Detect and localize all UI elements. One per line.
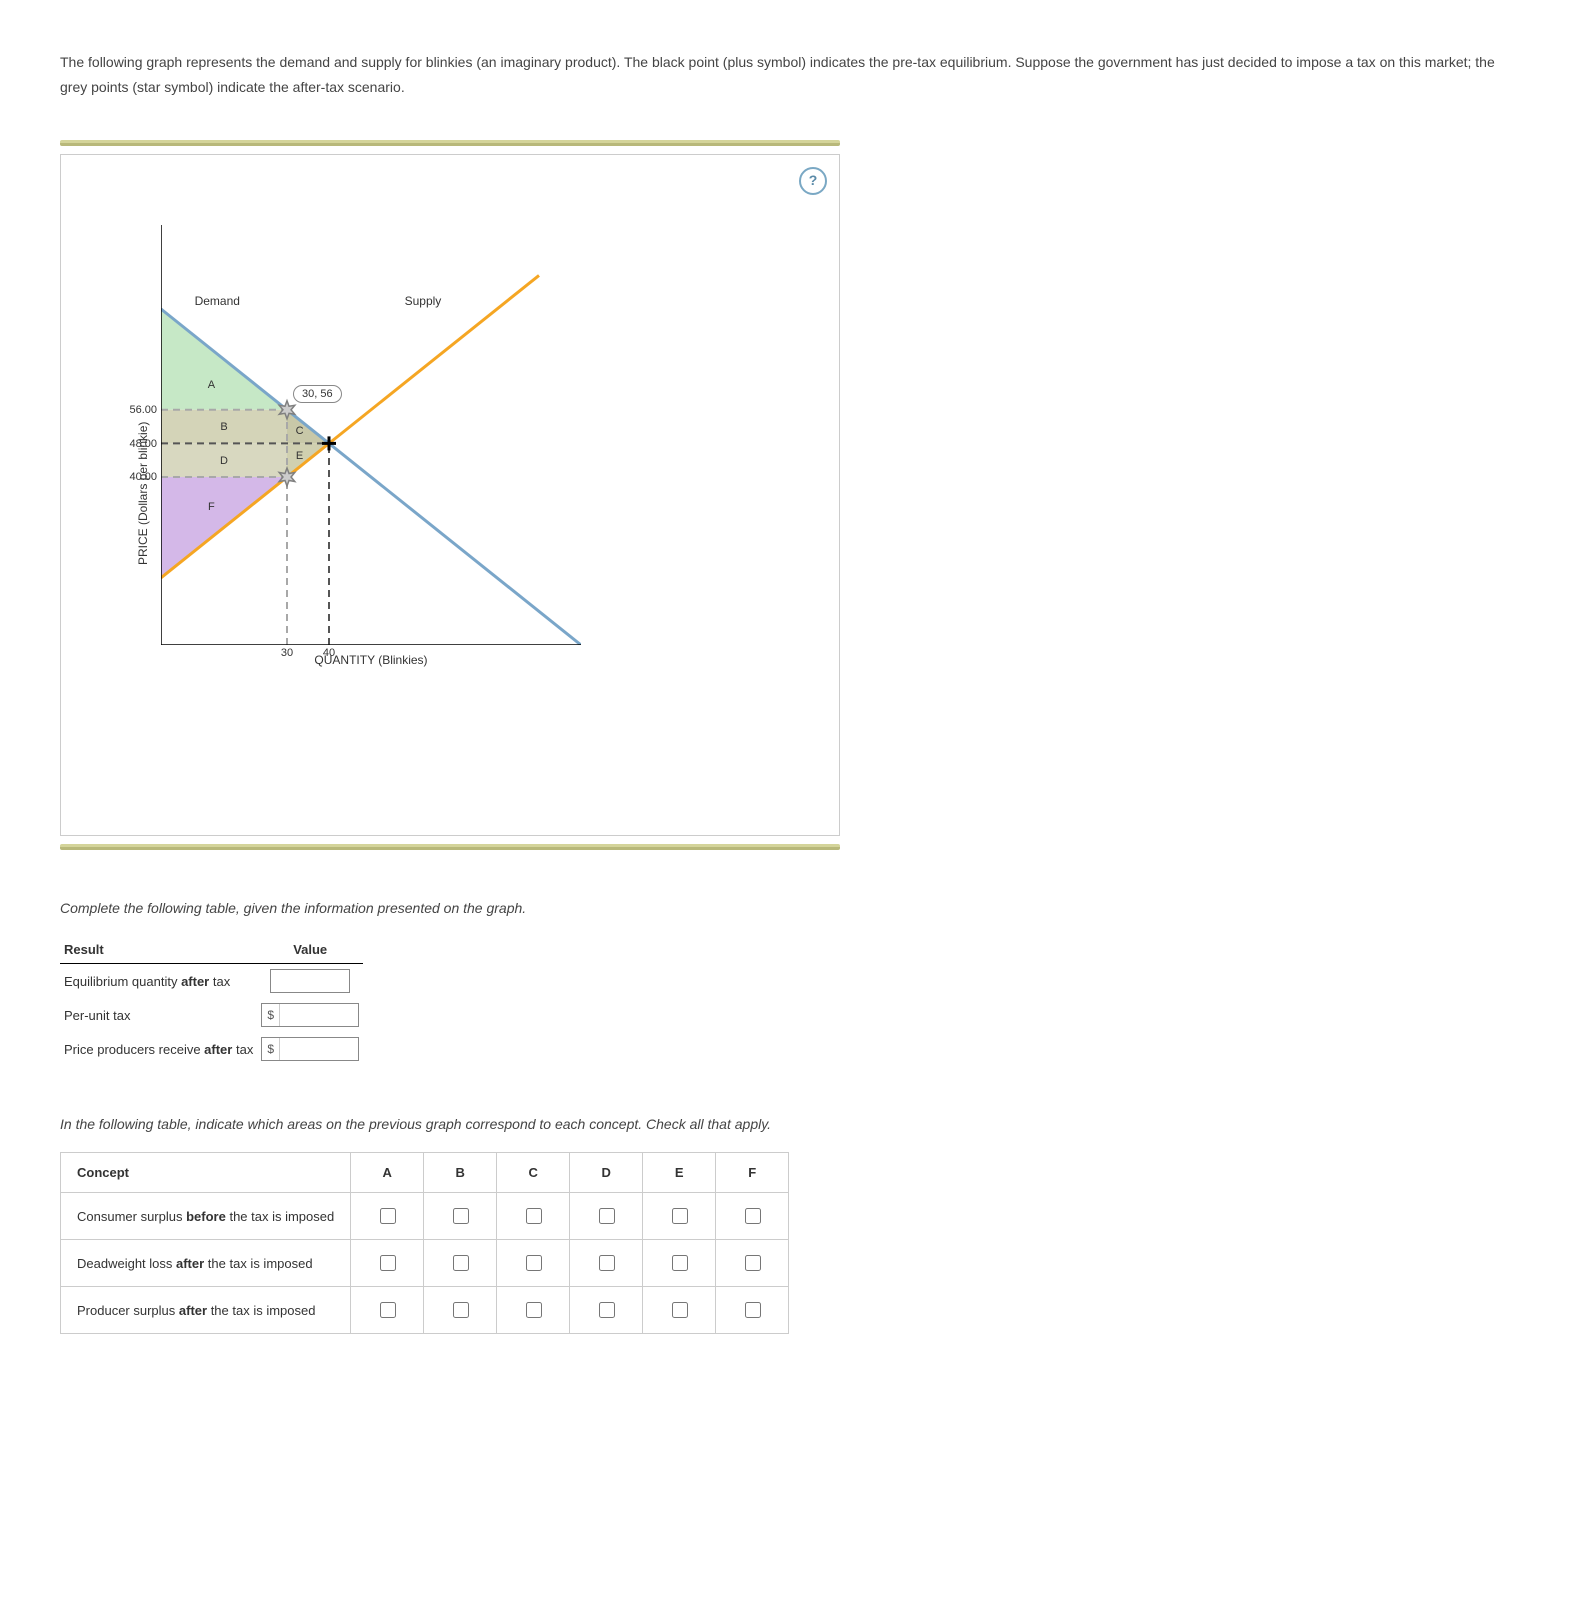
checkbox-F[interactable] [745, 1208, 761, 1224]
x-axis-label: QUANTITY (Blinkies) [161, 653, 581, 667]
col-D: D [570, 1153, 643, 1193]
col-value: Value [257, 936, 363, 964]
checkbox-A[interactable] [380, 1255, 396, 1271]
checkbox-F[interactable] [745, 1302, 761, 1318]
checkbox-C[interactable] [526, 1302, 542, 1318]
checkbox-E[interactable] [672, 1302, 688, 1318]
plot-area[interactable]: 56.0048.0040.003040ABCDEFDemandSupply30,… [161, 225, 581, 645]
table2-instruction: In the following table, indicate which a… [60, 1116, 1519, 1132]
currency-prefix: $ [262, 1004, 280, 1026]
checkbox-B[interactable] [453, 1255, 469, 1271]
region-label-E: E [296, 450, 303, 462]
value-table: Result Value Equilibrium quantity after … [60, 936, 363, 1066]
col-A: A [351, 1153, 424, 1193]
value-input[interactable] [280, 1005, 358, 1025]
row-label: Equilibrium quantity after tax [60, 964, 257, 999]
region-label-C: C [296, 425, 304, 437]
col-C: C [497, 1153, 570, 1193]
col-E: E [643, 1153, 716, 1193]
concept-label: Producer surplus after the tax is impose… [61, 1287, 351, 1334]
checkbox-E[interactable] [672, 1208, 688, 1224]
value-row: Price producers receive after tax$ [60, 1032, 363, 1066]
concept-label: Consumer surplus before the tax is impos… [61, 1193, 351, 1240]
divider-top [60, 140, 840, 146]
graph-container: ? PRICE (Dollars per blinkie) 56.0048.00… [60, 140, 840, 850]
checkbox-F[interactable] [745, 1255, 761, 1271]
concept-row: Consumer surplus before the tax is impos… [61, 1193, 789, 1240]
y-tick: 48.00 [129, 438, 157, 450]
x-tick: 40 [323, 647, 335, 659]
y-tick: 40.00 [129, 471, 157, 483]
concept-row: Producer surplus after the tax is impose… [61, 1287, 789, 1334]
value-input[interactable] [280, 1039, 358, 1059]
intro-text: The following graph represents the deman… [60, 50, 1519, 100]
help-button[interactable]: ? [799, 167, 827, 195]
y-tick: 56.00 [129, 404, 157, 416]
col-B: B [424, 1153, 497, 1193]
col-result: Result [60, 936, 257, 964]
checkbox-D[interactable] [599, 1255, 615, 1271]
currency-prefix: $ [262, 1038, 280, 1060]
region-label-D: D [220, 455, 228, 467]
chart: PRICE (Dollars per blinkie) 56.0048.0040… [121, 225, 581, 667]
checkbox-B[interactable] [453, 1302, 469, 1318]
col-concept: Concept [61, 1153, 351, 1193]
supply-label: Supply [405, 294, 442, 308]
value-row: Equilibrium quantity after tax [60, 964, 363, 999]
checkbox-C[interactable] [526, 1208, 542, 1224]
demand-label: Demand [195, 294, 240, 308]
graph-panel: ? PRICE (Dollars per blinkie) 56.0048.00… [60, 154, 840, 836]
concept-label: Deadweight loss after the tax is imposed [61, 1240, 351, 1287]
region-label-A: A [208, 379, 215, 391]
col-F: F [716, 1153, 789, 1193]
checkbox-E[interactable] [672, 1255, 688, 1271]
point-tooltip: 30, 56 [293, 385, 342, 403]
checkbox-D[interactable] [599, 1302, 615, 1318]
region-label-B: B [220, 421, 227, 433]
value-input[interactable] [271, 971, 349, 991]
checkbox-A[interactable] [380, 1208, 396, 1224]
region-label-F: F [208, 501, 215, 513]
checkbox-C[interactable] [526, 1255, 542, 1271]
row-label: Price producers receive after tax [60, 1032, 257, 1066]
checkbox-B[interactable] [453, 1208, 469, 1224]
x-tick: 30 [281, 647, 293, 659]
divider-bottom [60, 844, 840, 850]
row-label: Per-unit tax [60, 998, 257, 1032]
table1-instruction: Complete the following table, given the … [60, 900, 1519, 916]
checkbox-D[interactable] [599, 1208, 615, 1224]
concept-table: ConceptABCDEF Consumer surplus before th… [60, 1152, 789, 1334]
checkbox-A[interactable] [380, 1302, 396, 1318]
concept-row: Deadweight loss after the tax is imposed [61, 1240, 789, 1287]
value-row: Per-unit tax$ [60, 998, 363, 1032]
